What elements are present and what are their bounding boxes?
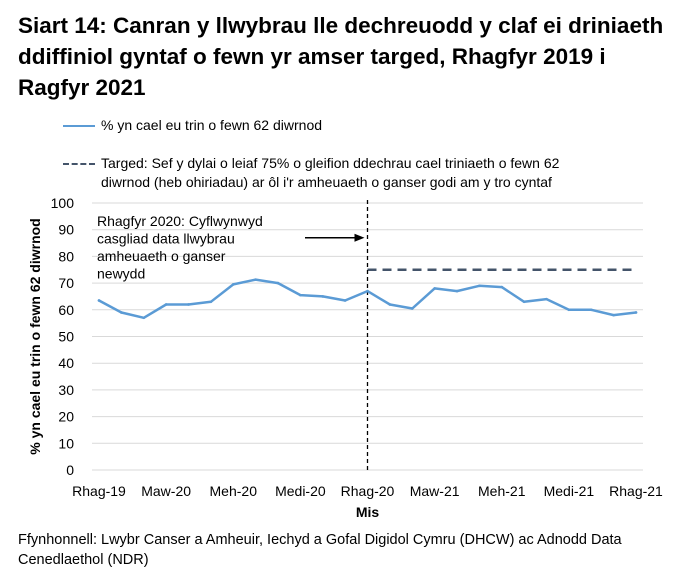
x-tick-label: Medi-20: [275, 483, 326, 499]
y-tick-label: 90: [58, 222, 74, 238]
data-point: [142, 316, 146, 320]
data-point: [97, 299, 101, 302]
data-point: [522, 300, 526, 304]
data-point: [500, 285, 504, 289]
data-point: [455, 289, 459, 293]
data-point: [209, 300, 213, 304]
data-point: [254, 278, 257, 281]
x-axis-title: Mis: [356, 504, 380, 520]
y-tick-label: 0: [66, 462, 74, 478]
x-tick-label: Medi-21: [544, 483, 595, 499]
legend-target-label-line1: Targed: Sef y dylai o leiaf 75% o gleifi…: [101, 155, 560, 171]
y-tick-label: 100: [51, 195, 75, 211]
data-point: [120, 311, 123, 314]
data-point: [567, 308, 571, 312]
y-tick-label: 30: [58, 382, 74, 398]
data-point: [343, 299, 347, 302]
x-tick-label: Meh-21: [478, 483, 526, 499]
data-point: [276, 281, 280, 285]
y-tick-label: 10: [58, 435, 74, 451]
data-point: [187, 303, 190, 306]
x-tick-label: Rhag-19: [72, 483, 126, 499]
annotation-text: amheuaeth o ganser: [97, 248, 226, 264]
y-tick-label: 70: [58, 275, 74, 291]
data-point: [612, 313, 615, 317]
x-tick-label: Maw-21: [410, 483, 460, 499]
data-point: [299, 293, 302, 297]
data-point: [410, 307, 414, 310]
source-note: Ffynhonnell: Lwybr Canser a Amheuir, Iec…: [18, 532, 622, 568]
y-tick-label: 40: [58, 355, 74, 371]
y-tick-label: 50: [58, 329, 74, 345]
y-axis-title: % yn cael eu trin o fewn 62 diwrnod: [27, 218, 43, 455]
legend-series-label: % yn cael eu trin o fewn 62 diwrnod: [101, 117, 323, 133]
annotation-text: Rhagfyr 2020: Cyflwynwyd: [97, 213, 263, 229]
annotation-text: casgliad data llwybrau: [97, 231, 235, 247]
annotation-text: newydd: [97, 266, 145, 282]
data-point: [231, 283, 235, 286]
data-point: [164, 303, 168, 306]
x-tick-label: Rhag-21: [609, 483, 663, 499]
chart-title: Siart 14: Canran y llwybrau lle dechreuo…: [18, 13, 664, 100]
x-tick-label: Meh-20: [210, 483, 258, 499]
data-point: [433, 287, 436, 290]
legend-target-label-line2: diwrnod (heb ohiriadau) ar ôl i'r amheua…: [101, 174, 552, 190]
annotation-arrow-head: [354, 233, 365, 242]
legend-target-swatch: [63, 163, 95, 165]
x-tick-label: Rhag-20: [341, 483, 395, 499]
data-point: [366, 289, 369, 293]
y-tick-label: 80: [58, 248, 74, 264]
data-point: [589, 308, 593, 312]
data-point: [478, 284, 481, 288]
data-point: [321, 295, 325, 298]
y-tick-label: 60: [58, 302, 74, 318]
data-point: [545, 297, 548, 301]
data-point: [634, 311, 638, 314]
x-tick-label: Maw-20: [141, 483, 191, 499]
data-point: [388, 303, 392, 306]
legend-series-swatch: [63, 125, 95, 127]
y-tick-label: 20: [58, 409, 74, 425]
